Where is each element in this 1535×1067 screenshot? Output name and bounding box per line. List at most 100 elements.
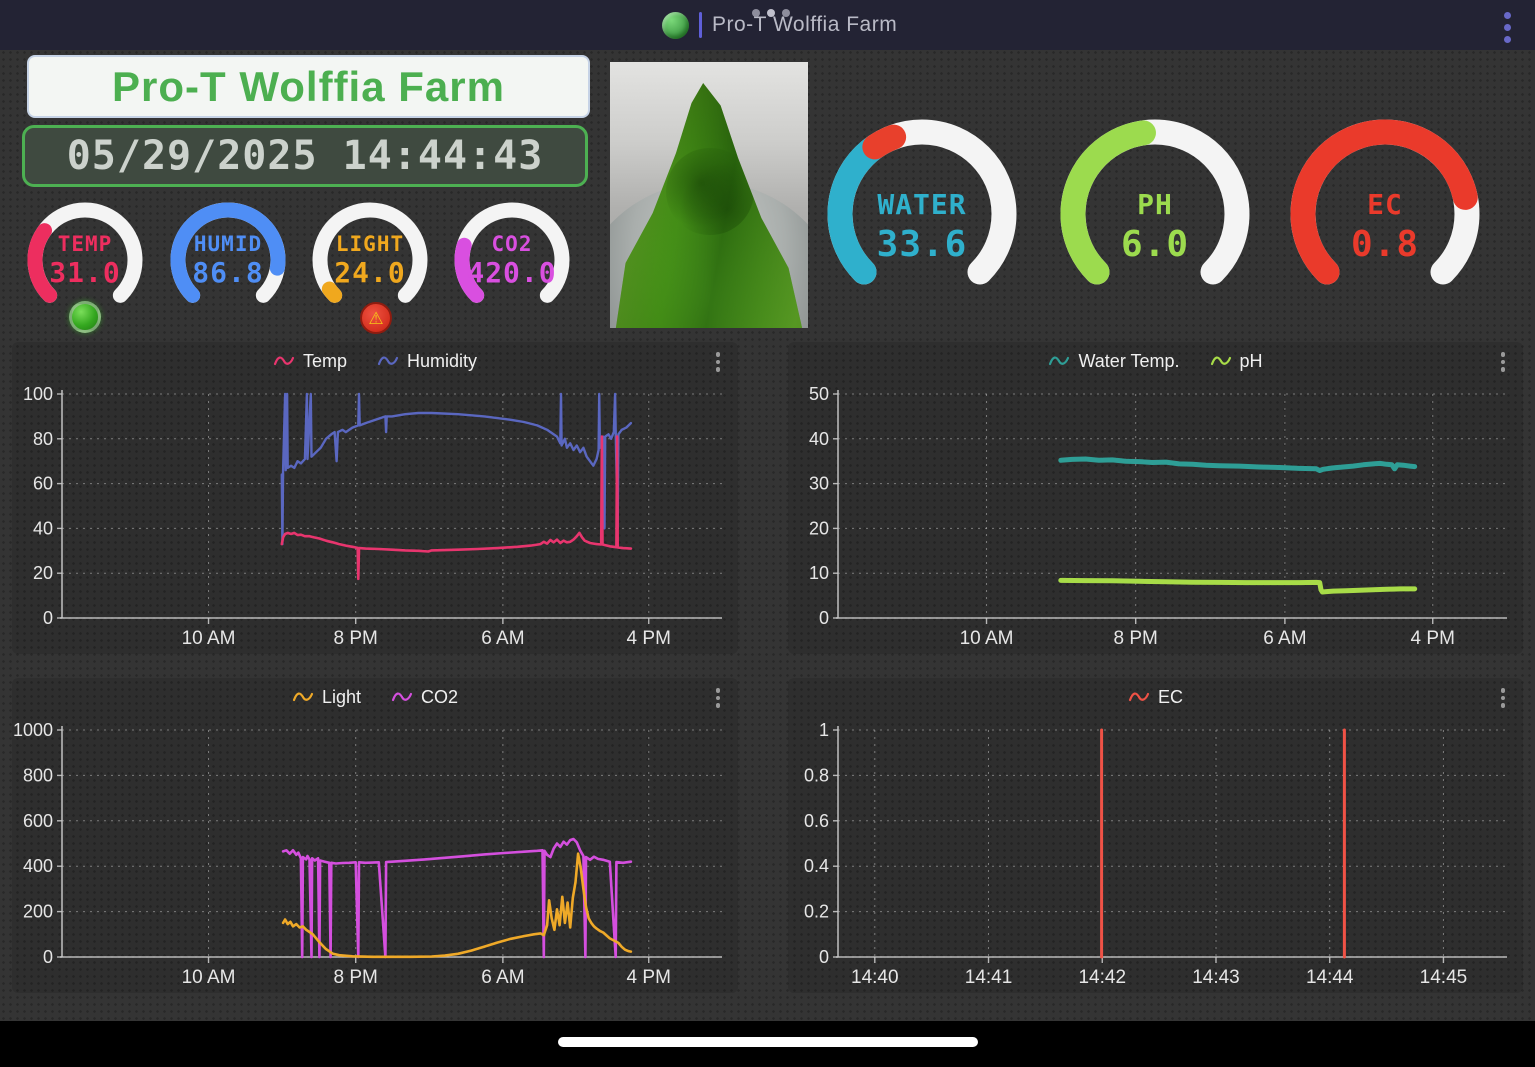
- wave-icon: [1210, 356, 1231, 366]
- chart-menu-button[interactable]: [1500, 352, 1505, 372]
- chart-legend: Temp Humidity: [12, 342, 738, 380]
- home-indicator[interactable]: [557, 1037, 978, 1047]
- temp-gauge-value: 31.0: [49, 256, 121, 289]
- chart-canvas: 0 10 20 30 40 50 10 AM 8 PM 6 AM 4 PM: [809, 384, 1507, 649]
- gauge-threshold-tip: [862, 124, 907, 160]
- wolffia-powder-photo: [610, 62, 808, 328]
- chart-legend: EC: [788, 678, 1523, 716]
- gauge-value-arc: [1060, 120, 1156, 285]
- gauge-track: [312, 202, 428, 303]
- watertemp-ph-chart-plot[interactable]: 0 10 20 30 40 50 10 AM 8 PM 6 AM 4 PM: [788, 380, 1523, 654]
- svg-text:20: 20: [809, 518, 829, 538]
- series-line-temp: [280, 435, 633, 581]
- svg-text:4 PM: 4 PM: [627, 628, 671, 649]
- datetime-text: 05/29/2025 14:44:43: [66, 133, 544, 179]
- svg-text:1000: 1000: [13, 720, 53, 740]
- chart-menu-button[interactable]: [715, 352, 720, 372]
- water-temp-gauge: WATER 33.6: [822, 110, 1022, 300]
- gauge-canvas: [1290, 119, 1480, 285]
- chart-menu-button[interactable]: [1500, 688, 1505, 708]
- legend-item-water-temp: Water Temp.: [1048, 350, 1180, 372]
- svg-text:6 AM: 6 AM: [1263, 628, 1306, 649]
- svg-text:20: 20: [33, 563, 53, 583]
- top-app-bar: Pro-T Wolffia Farm: [0, 0, 1535, 50]
- ec-gauge-value: 0.8: [1350, 224, 1420, 265]
- ph-gauge: PH 6.0: [1055, 110, 1255, 300]
- wave-icon: [391, 692, 413, 702]
- gauge-value-arc: [170, 202, 286, 303]
- svg-text:800: 800: [23, 765, 53, 785]
- light-gauge-value: 24.0: [334, 256, 406, 289]
- svg-text:10 AM: 10 AM: [960, 628, 1014, 649]
- legend-label: Temp: [302, 350, 347, 371]
- warning-icon: ⚠: [360, 302, 392, 334]
- svg-text:0.4: 0.4: [804, 856, 829, 876]
- co2-gauge: CO2 420.0: [447, 196, 577, 346]
- temp-gauge-label: TEMP: [57, 232, 113, 256]
- legend-label: Water Temp.: [1078, 350, 1180, 371]
- farm-title-text: Pro-T Wolffia Farm: [112, 62, 505, 110]
- gauge-value-arc: [454, 237, 485, 303]
- gauge-value-arc: [27, 223, 58, 303]
- legend-label: Humidity: [407, 350, 478, 371]
- svg-text:400: 400: [23, 856, 53, 876]
- svg-text:0: 0: [43, 608, 53, 628]
- temp-humidity-chart-plot[interactable]: 0 20 40 60 80 100 10 AM 8 PM 6 AM 4 PM: [12, 380, 738, 654]
- wave-icon: [1128, 692, 1150, 702]
- svg-text:100: 100: [23, 384, 53, 404]
- legend-label: pH: [1239, 350, 1263, 371]
- humidity-gauge-label: HUMID: [193, 232, 263, 256]
- legend-item-ph: pH: [1210, 351, 1263, 372]
- svg-text:1: 1: [819, 720, 829, 740]
- series-line-ph: [1058, 577, 1418, 595]
- svg-text:10 AM: 10 AM: [182, 967, 236, 988]
- svg-text:8 PM: 8 PM: [334, 628, 378, 649]
- gauge-canvas: [170, 202, 286, 303]
- gauge-value-arc: [827, 134, 888, 285]
- legend-label: CO2: [421, 686, 459, 707]
- page-dot: [752, 9, 760, 17]
- legend-label: EC: [1157, 686, 1183, 707]
- svg-text:6 AM: 6 AM: [481, 628, 524, 649]
- gauge-value-arc: [321, 281, 343, 303]
- series-line-co2: [281, 837, 633, 959]
- svg-text:14:45: 14:45: [1420, 967, 1468, 988]
- svg-text:8 PM: 8 PM: [1114, 628, 1158, 649]
- svg-text:200: 200: [23, 902, 53, 922]
- light-co2-chart-plot[interactable]: 0 200 400 600 800 1000 10 AM 8 PM 6 AM 4 PM: [12, 716, 738, 993]
- svg-text:60: 60: [33, 474, 53, 494]
- svg-text:14:44: 14:44: [1306, 967, 1354, 988]
- series-line-light: [281, 852, 633, 959]
- svg-text:80: 80: [33, 429, 53, 449]
- overflow-menu-button[interactable]: [1504, 12, 1511, 43]
- chart-menu-button[interactable]: [715, 688, 720, 708]
- gauge-canvas: [27, 202, 143, 303]
- svg-text:10 AM: 10 AM: [182, 628, 236, 649]
- page-dot-active: [767, 9, 775, 17]
- wave-icon: [377, 356, 399, 366]
- svg-text:14:43: 14:43: [1192, 967, 1240, 988]
- chart-canvas: 0 0.2 0.4 0.6 0.8 1 14:40 14:41 14:42 14:43 14:44 1…: [804, 720, 1507, 988]
- page-indicator-dots: [752, 9, 790, 17]
- page-dot: [782, 9, 790, 17]
- legend-item-temp: Temp: [273, 351, 347, 372]
- humidity-gauge-value: 86.8: [192, 256, 264, 289]
- app-logo-icon: [662, 11, 689, 39]
- legend-item-humidity: Humidity: [377, 351, 477, 372]
- temp-gauge: TEMP 31.0: [20, 196, 150, 346]
- svg-text:0: 0: [819, 608, 829, 628]
- ec-chart-plot[interactable]: 0 0.2 0.4 0.6 0.8 1 14:40 14:41 14:42 14:43 14:44 1…: [788, 716, 1523, 993]
- title-divider: [699, 12, 702, 38]
- series-line-humidity: [280, 392, 633, 546]
- chart-legend: Water Temp. pH: [788, 342, 1523, 380]
- app-bar-title: Pro-T Wolffia Farm: [712, 13, 898, 36]
- svg-text:0.2: 0.2: [804, 902, 829, 922]
- legend-item-co2: CO2: [391, 687, 458, 708]
- svg-text:4 PM: 4 PM: [1411, 628, 1455, 649]
- ph-gauge-value: 6.0: [1120, 224, 1190, 265]
- svg-text:50: 50: [809, 384, 829, 404]
- gauge-value-arc: [1290, 119, 1478, 285]
- wave-icon: [273, 356, 295, 366]
- gauge-canvas: [1060, 119, 1250, 285]
